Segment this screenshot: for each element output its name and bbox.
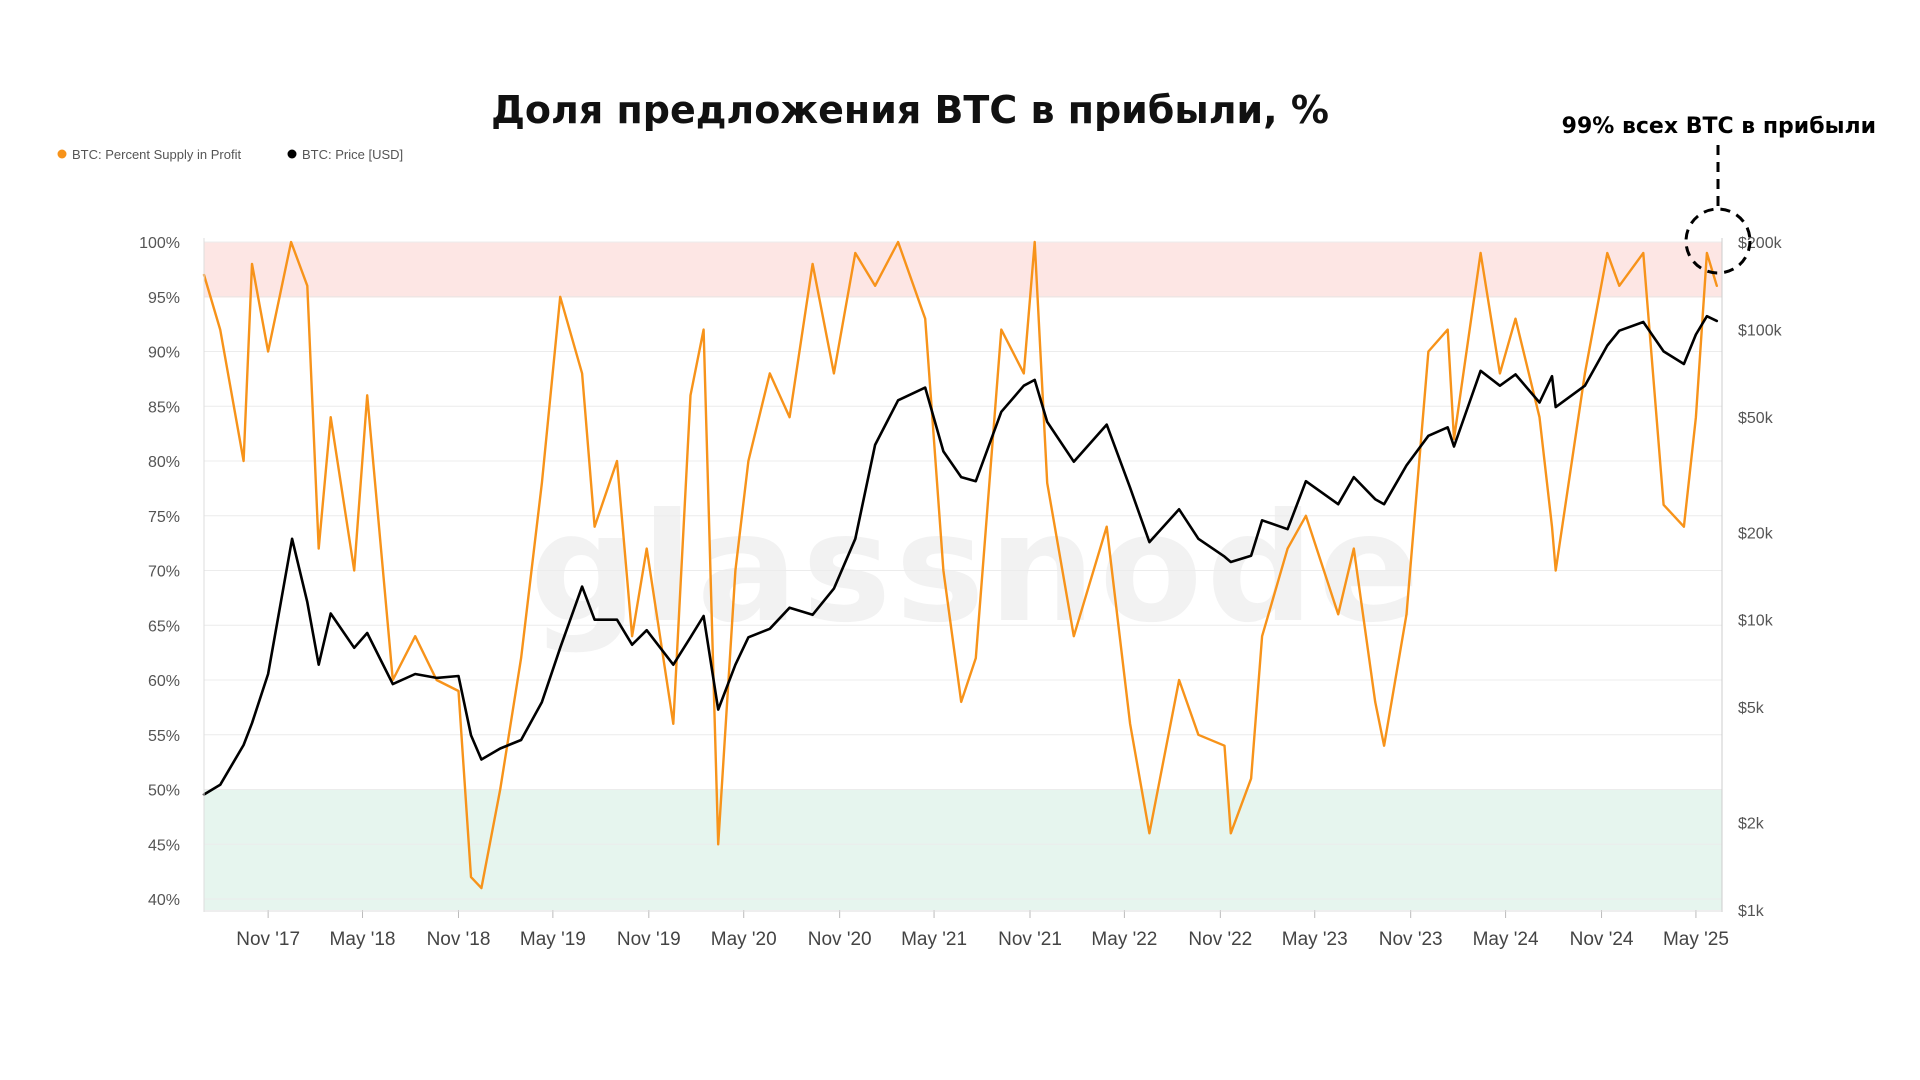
x-tick-label: May '22 <box>1091 929 1157 950</box>
x-tick-label: May '21 <box>901 929 967 950</box>
series-line-supply-in-profit <box>202 240 1719 890</box>
x-tick-label: Nov '17 <box>236 929 300 950</box>
gridlines <box>204 241 1722 900</box>
chart-title: Доля предложения BTC в прибыли, % <box>491 88 1329 132</box>
reference-bands <box>204 242 1722 910</box>
y-left-tick-label: 65% <box>148 618 180 635</box>
x-tick-label: Nov '22 <box>1188 929 1252 950</box>
y-left-tick-label: 95% <box>148 290 180 307</box>
x-tick-label: May '24 <box>1473 929 1539 950</box>
legend-label: BTC: Price [USD] <box>302 147 403 162</box>
band-0 <box>204 242 1722 297</box>
x-tick-label: May '20 <box>711 929 777 950</box>
x-tick-label: Nov '20 <box>808 929 872 950</box>
x-tick-label: Nov '19 <box>617 929 681 950</box>
x-tick-label: May '18 <box>330 929 396 950</box>
x-tick-label: Nov '18 <box>427 929 491 950</box>
x-tick-label: May '25 <box>1663 929 1729 950</box>
y-left-tick-label: 90% <box>148 345 180 362</box>
y-left-tick-label: 80% <box>148 454 180 471</box>
band-1 <box>204 789 1722 910</box>
y-right-tick-label: $20k <box>1738 525 1774 542</box>
y-left-tick-label: 45% <box>148 837 180 854</box>
y-left-tick-label: 50% <box>148 783 180 800</box>
watermark: glassnode <box>530 482 1424 656</box>
x-tick-label: May '23 <box>1282 929 1348 950</box>
legend-marker <box>57 149 67 159</box>
series-lines <box>202 240 1719 890</box>
y-right-tick-label: $50k <box>1738 410 1774 427</box>
x-tick-label: May '19 <box>520 929 586 950</box>
series-line-price <box>202 314 1719 796</box>
callout: 99% всех BTC в прибыли <box>1562 114 1876 275</box>
y-left-tick-label: 55% <box>148 728 180 745</box>
y-right-tick-label: $10k <box>1738 613 1774 630</box>
legend-label: BTC: Percent Supply in Profit <box>72 147 241 162</box>
y-right-tick-label: $5k <box>1738 700 1765 717</box>
y-left-tick-label: 75% <box>148 509 180 526</box>
y-right-tick-label: $1k <box>1738 903 1765 920</box>
callout-dashed-circle <box>1684 207 1752 275</box>
y-right-tick-label: $2k <box>1738 816 1765 833</box>
legend: BTC: Percent Supply in Profit BTC: Price … <box>57 147 403 162</box>
y-left-tick-label: 100% <box>139 235 180 252</box>
y-left-tick-label: 60% <box>148 673 180 690</box>
y-left-tick-label: 85% <box>148 399 180 416</box>
y-left-tick-label: 40% <box>148 892 180 909</box>
legend-marker <box>287 149 297 159</box>
x-tick-label: Nov '24 <box>1570 929 1634 950</box>
y-right-tick-label: $200k <box>1738 235 1783 252</box>
y-left-tick-label: 70% <box>148 564 180 581</box>
y-right-tick-label: $100k <box>1738 322 1783 339</box>
callout-text: 99% всех BTC в прибыли <box>1562 114 1876 139</box>
axes: 100% 95% 90% 85% 80% 75% 70% 65% 60% 55% 50% 45% 40%… <box>139 235 1783 950</box>
x-tick-label: Nov '23 <box>1379 929 1443 950</box>
x-tick-label: Nov '21 <box>998 929 1062 950</box>
